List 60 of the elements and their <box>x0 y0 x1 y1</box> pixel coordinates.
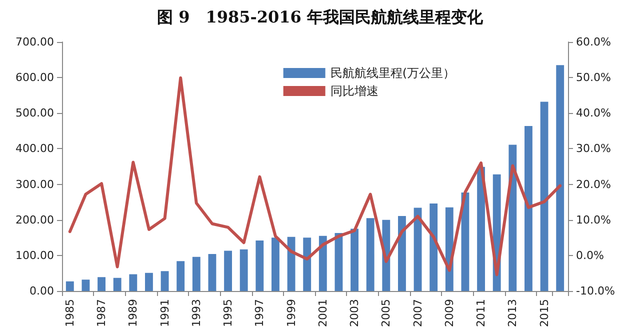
bar <box>145 272 153 291</box>
y2-tick-label: 50.0% <box>576 71 611 84</box>
y2-tick-label: 0.0% <box>576 248 604 262</box>
bar <box>129 274 138 291</box>
y-tick-label: 500.00 <box>16 106 54 120</box>
bar <box>272 238 280 291</box>
bar <box>508 144 517 291</box>
legend-label: 同比增速 <box>330 84 378 98</box>
y2-tick-label: 10.0% <box>576 213 611 226</box>
bar <box>524 126 532 291</box>
x-tick-label: 2003 <box>348 299 362 327</box>
bar <box>540 102 548 291</box>
y-tick-label: 600.00 <box>16 71 54 84</box>
bar <box>240 249 248 291</box>
y-tick-label: 300.00 <box>16 178 54 191</box>
x-tick-label: 1991 <box>158 299 172 327</box>
y2-tick-label: 20.0% <box>576 178 611 191</box>
x-tick-label: 2011 <box>474 299 488 327</box>
bar <box>176 261 185 291</box>
x-tick-label: 1997 <box>253 299 266 327</box>
x-tick-label: 1989 <box>126 299 140 327</box>
x-tick-label: 2007 <box>411 299 424 327</box>
bar <box>430 203 438 291</box>
y-tick-label: 700.00 <box>16 36 54 48</box>
bar <box>192 256 200 291</box>
x-tick-label: 1999 <box>284 299 298 327</box>
x-tick-label: 1995 <box>222 299 235 327</box>
x-tick-label: 2001 <box>316 299 330 327</box>
bar <box>398 216 406 291</box>
y2-tick-label: 40.0% <box>576 106 611 120</box>
y2-tick-label: 30.0% <box>576 142 611 156</box>
y-tick-label: 100.00 <box>16 248 54 262</box>
y-tick-label: 0.00 <box>30 284 54 298</box>
chart-title: 图 9 1985-2016 年我国民航航线里程变化 <box>157 8 484 26</box>
bar <box>82 280 90 291</box>
legend-label: 民航航线里程(万公里） <box>330 66 456 80</box>
x-tick-label: 2005 <box>380 299 393 327</box>
x-tick-label: 2013 <box>506 299 520 327</box>
x-tick-label: 1985 <box>63 299 76 327</box>
bar <box>303 238 312 291</box>
bar <box>350 228 358 291</box>
bar <box>318 236 327 291</box>
bar <box>366 218 374 291</box>
bar <box>477 166 485 291</box>
bar <box>113 278 122 291</box>
bar <box>556 65 564 291</box>
x-tick-label: 1987 <box>95 299 108 327</box>
bar <box>66 281 74 291</box>
y-tick-label: 200.00 <box>16 213 54 226</box>
y2-tick-label: -10.0% <box>576 284 615 298</box>
bar <box>256 240 264 291</box>
bar <box>98 277 106 291</box>
bar <box>224 250 232 291</box>
x-tick-label: 1993 <box>190 299 203 327</box>
y2-tick-label: 60.0% <box>576 36 611 48</box>
bar <box>160 271 169 291</box>
y-tick-label: 400.00 <box>16 142 54 156</box>
x-tick-label: 2015 <box>538 299 551 327</box>
bar <box>208 254 216 291</box>
x-tick-label: 2009 <box>442 299 456 327</box>
